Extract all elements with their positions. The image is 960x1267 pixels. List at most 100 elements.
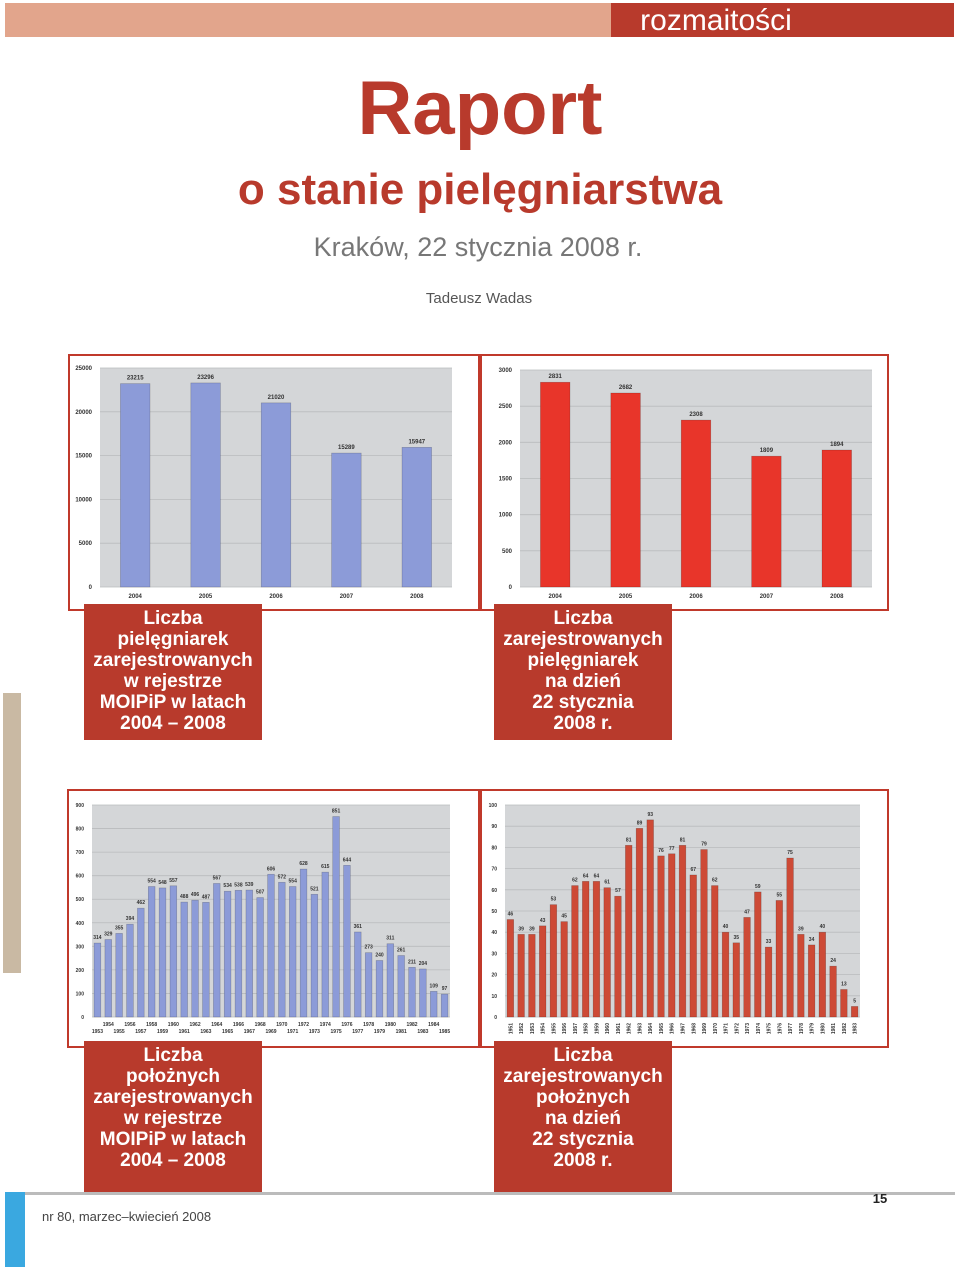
bar	[517, 934, 525, 1018]
bar	[440, 993, 449, 1018]
value-label: 81	[626, 837, 632, 843]
section-label: rozmaitości	[640, 4, 792, 37]
y-tick-label: 1500	[499, 477, 513, 483]
x-tick-label: 1975	[331, 1029, 342, 1035]
bar	[169, 885, 178, 1018]
y-tick-label: 1000	[499, 513, 513, 519]
value-label: 13	[841, 981, 847, 987]
value-label: 606	[267, 866, 276, 872]
x-tick-label: 2004	[549, 594, 563, 600]
bar	[104, 939, 112, 1018]
value-label: 15289	[338, 445, 355, 451]
bar	[343, 865, 351, 1018]
value-label: 548	[158, 880, 167, 886]
bar	[549, 904, 558, 1018]
bar	[610, 392, 641, 588]
bar	[754, 891, 762, 1018]
bar	[751, 455, 782, 588]
footer-issue: nr 80, marzec–kwiecień 2008	[42, 1209, 211, 1224]
header-section-band	[611, 3, 954, 37]
bar	[234, 889, 243, 1018]
bar	[180, 901, 188, 1018]
bar	[260, 402, 292, 588]
x-tick-label: 2008	[830, 594, 844, 600]
value-label: 33	[766, 939, 772, 945]
value-label: 361	[354, 924, 363, 930]
value-label: 1894	[830, 442, 844, 448]
bar	[331, 452, 362, 588]
x-tick-label: 1964	[211, 1022, 222, 1028]
bar	[213, 883, 221, 1018]
bar	[321, 871, 329, 1018]
x-tick-label: 1976	[341, 1022, 352, 1028]
bar	[430, 991, 438, 1018]
x-tick-label: 1951	[508, 1023, 514, 1034]
y-tick-label: 80	[491, 845, 497, 851]
value-label: 851	[332, 809, 341, 815]
footer-strip	[5, 1192, 25, 1267]
bar	[397, 955, 405, 1018]
value-label: 628	[299, 861, 308, 867]
x-tick-label: 1978	[799, 1023, 805, 1034]
x-tick-label: 2006	[269, 594, 283, 600]
x-tick-label: 1983	[853, 1023, 859, 1034]
x-tick-label: 1982	[842, 1023, 848, 1034]
value-label: 261	[397, 948, 406, 954]
x-tick-label: 1954	[103, 1022, 114, 1028]
y-tick-label: 5000	[79, 541, 93, 547]
value-label: 5	[853, 998, 856, 1004]
bar	[668, 853, 676, 1018]
y-tick-label: 2500	[499, 404, 513, 410]
bar	[190, 382, 221, 588]
x-tick-label: 1963	[200, 1029, 211, 1035]
x-tick-label: 1981	[396, 1029, 407, 1035]
x-tick-label: 1957	[573, 1023, 579, 1034]
x-tick-label: 1953	[92, 1029, 103, 1035]
x-tick-label: 1960	[168, 1022, 179, 1028]
y-tick-label: 40	[491, 930, 497, 936]
x-tick-label: 1985	[439, 1029, 450, 1035]
x-tick-label: 1957	[135, 1029, 146, 1035]
value-label: 539	[245, 882, 254, 888]
bar	[267, 873, 275, 1018]
y-tick-label: 2000	[499, 440, 513, 446]
x-tick-label: 1964	[648, 1023, 654, 1034]
bar	[299, 868, 308, 1018]
bar	[732, 942, 740, 1018]
value-label: 21020	[268, 395, 285, 401]
x-tick-label: 1961	[616, 1023, 622, 1034]
value-label: 554	[289, 879, 298, 885]
y-tick-label: 300	[76, 944, 85, 950]
bar	[625, 844, 633, 1018]
value-label: 23296	[197, 375, 214, 381]
bar	[148, 886, 156, 1018]
value-label: 89	[637, 820, 643, 826]
x-tick-label: 1955	[551, 1023, 557, 1034]
value-label: 79	[701, 842, 707, 848]
x-tick-label: 1962	[189, 1022, 200, 1028]
x-tick-label: 1952	[519, 1023, 525, 1034]
bar	[386, 943, 394, 1018]
bar	[126, 923, 134, 1018]
x-tick-label: 1953	[530, 1023, 536, 1034]
value-label: 2308	[689, 412, 703, 418]
x-tick-label: 1979	[374, 1029, 385, 1035]
y-tick-label: 0	[494, 1015, 497, 1021]
x-tick-label: 1972	[734, 1023, 740, 1034]
x-tick-label: 1983	[417, 1029, 428, 1035]
value-label: 557	[169, 878, 178, 884]
x-tick-label: 1966	[670, 1023, 676, 1034]
x-tick-label: 1971	[287, 1029, 298, 1035]
value-label: 47	[744, 909, 750, 915]
value-label: 554	[147, 879, 156, 885]
bar	[829, 965, 837, 1018]
y-tick-label: 500	[76, 897, 85, 903]
value-label: 59	[755, 884, 761, 890]
x-tick-label: 1960	[605, 1023, 611, 1034]
value-label: 77	[669, 846, 675, 852]
value-label: 394	[126, 916, 135, 922]
bar	[310, 893, 319, 1018]
bar	[582, 881, 590, 1018]
y-tick-label: 200	[76, 968, 85, 974]
footer-rule	[5, 1192, 955, 1195]
